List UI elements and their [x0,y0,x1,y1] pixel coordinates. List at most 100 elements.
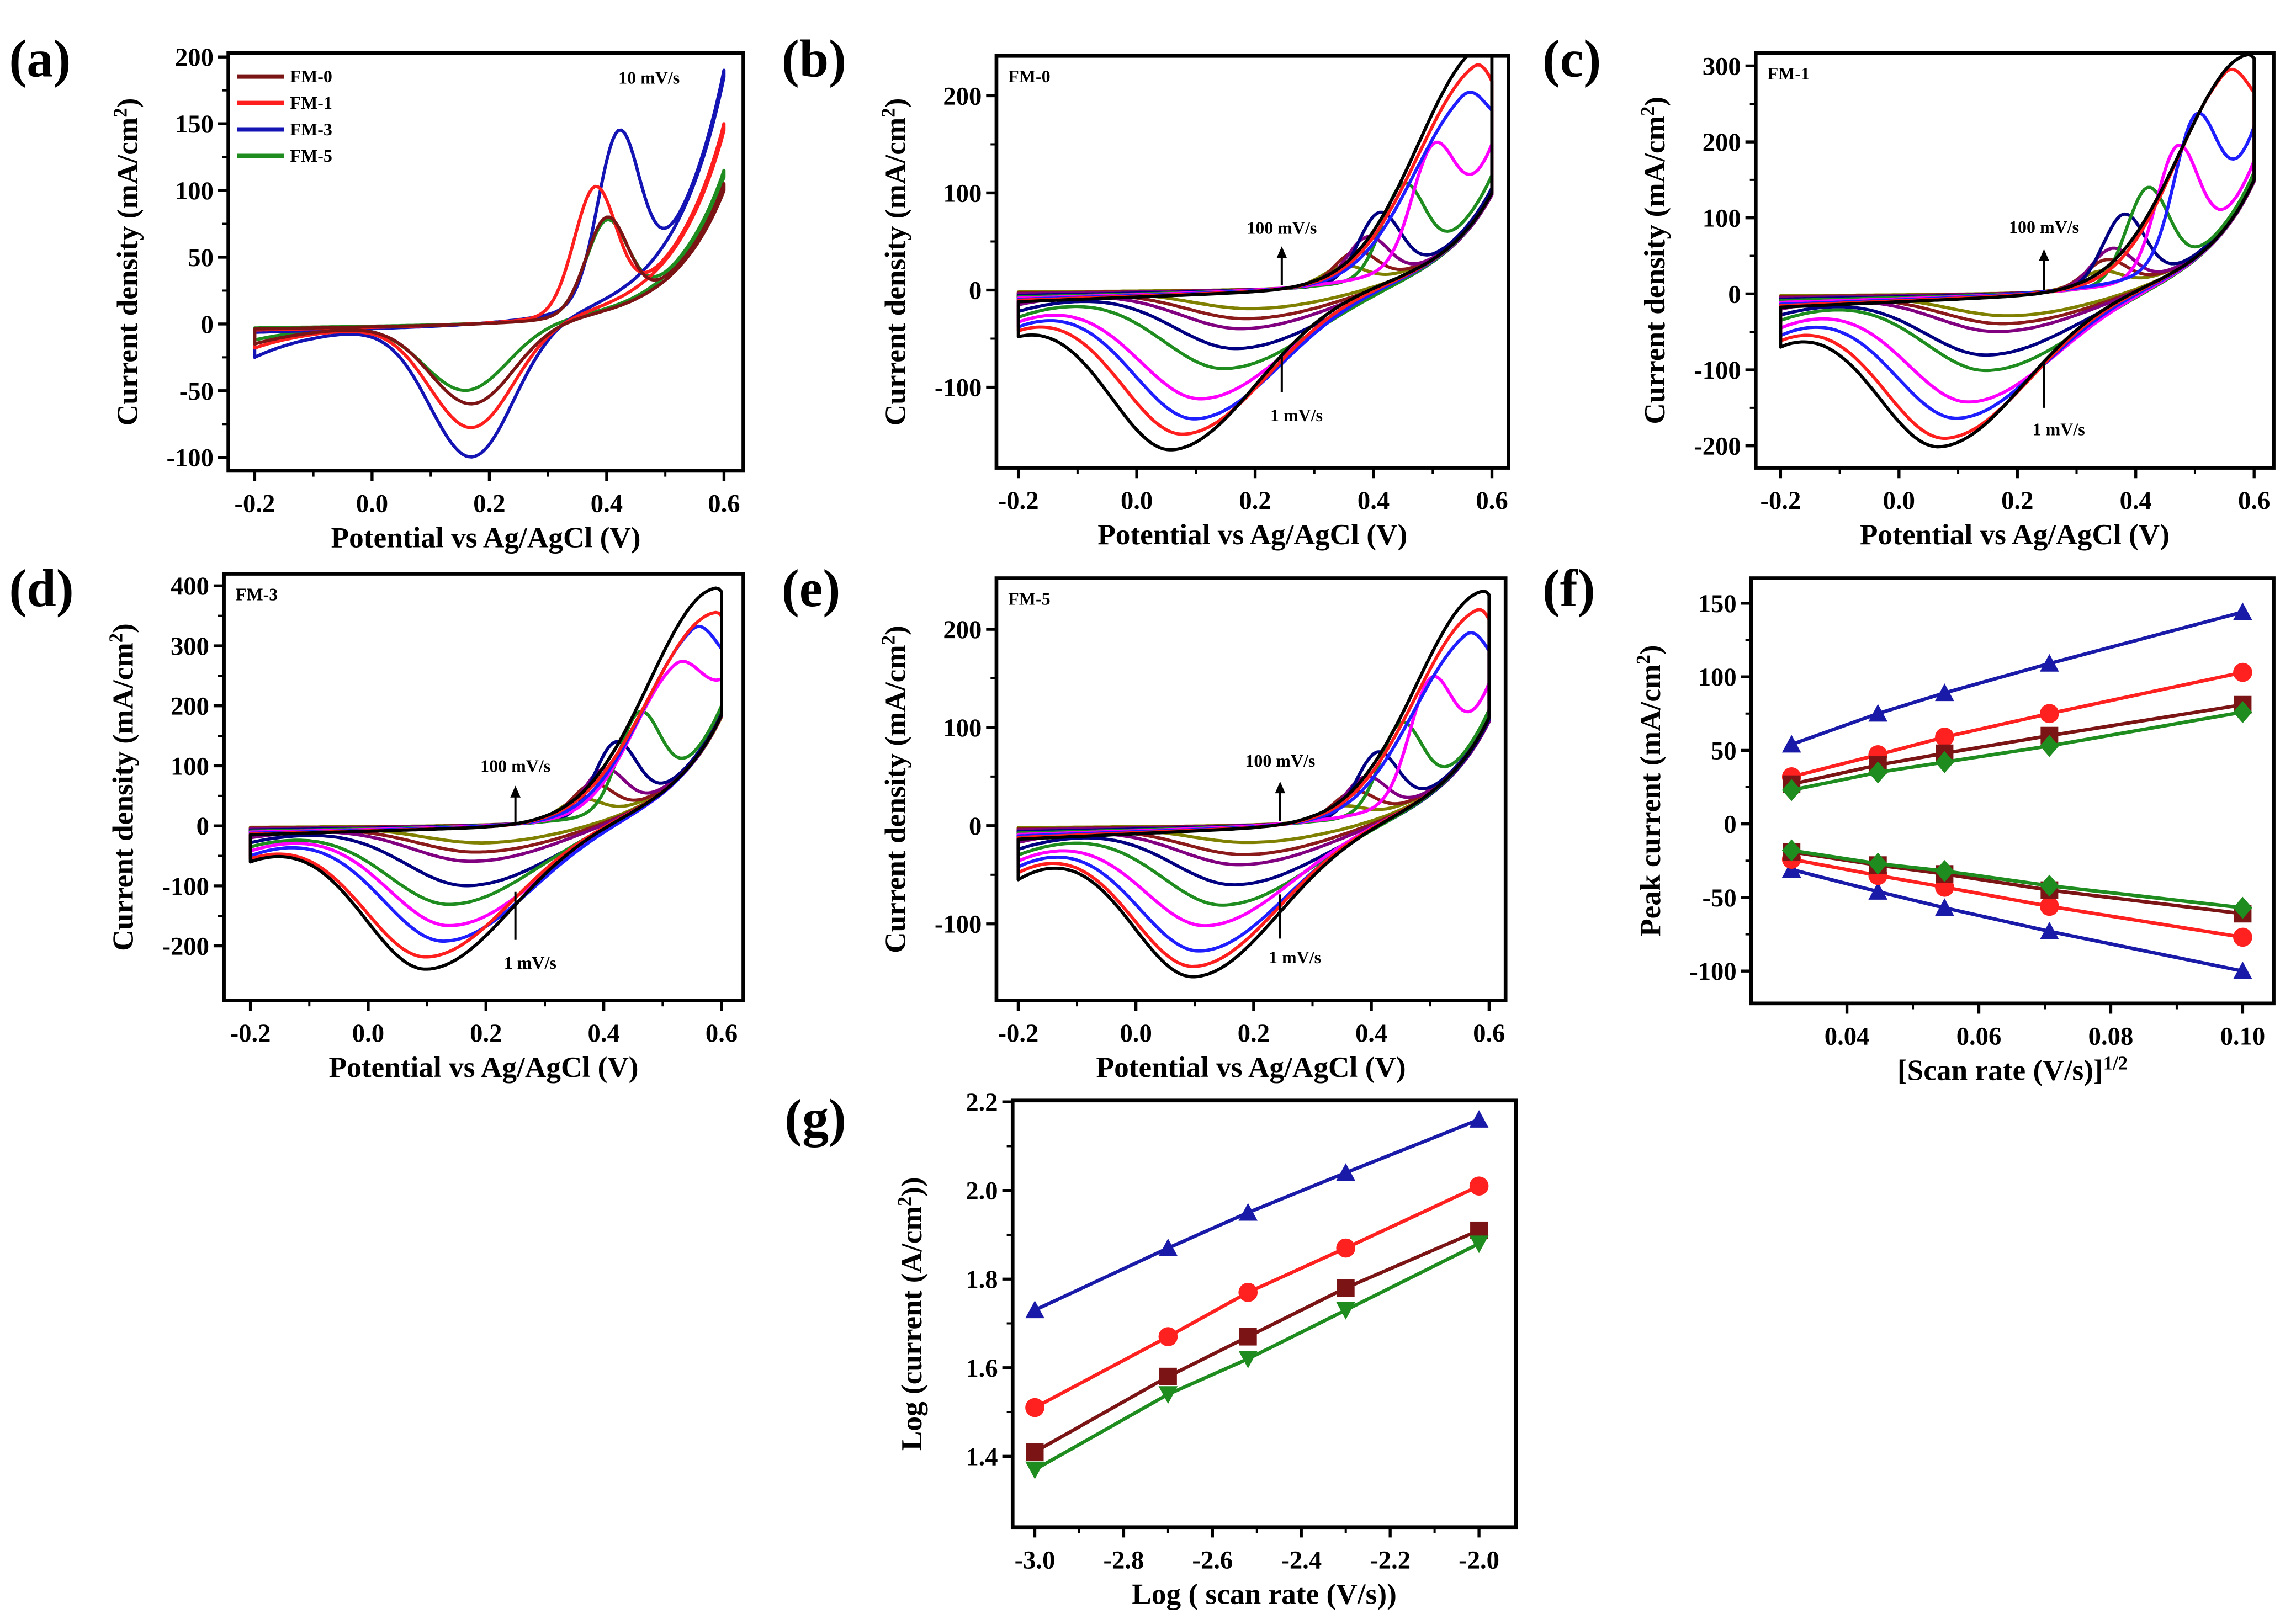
x-tick-label: -0.2 [998,1019,1039,1048]
plot-frame [994,54,1510,470]
y-tick-label: 100 [1698,663,1737,692]
y-axis-label: Log (current (A/cm2)) [894,1177,928,1451]
x-axis-label: Log ( scan rate (V/s)) [1132,1578,1397,1610]
y-tick-label: 100 [171,752,209,781]
triangle-up-marker [1935,898,1954,916]
x-axis-label: Potential vs Ag/AgCl (V) [1097,518,1407,551]
y-tick-label: 0 [197,812,209,841]
x-tick-label: -0.2 [235,490,275,518]
plot-area [253,68,726,459]
cv-curve [253,182,726,406]
triangle-down-marker [1238,1351,1258,1369]
x-tick-label: -0.2 [230,1019,271,1048]
diamond-marker [2233,896,2252,919]
y-tick-label: 100 [175,177,214,205]
sample-annotation: FM-5 [1008,590,1050,609]
panels: -0.2 0.0 0.2 0.4 0.6-100-50050100150200Poten… [105,43,2276,1610]
y-axis-label-text: Log (current (A/cm [895,1206,928,1451]
triangle-up-marker [1238,1203,1258,1221]
diamond-marker [1868,852,1888,875]
x-tick-label: 0.6 [708,490,740,518]
triangle-down-marker [1469,1235,1489,1254]
y-axis-label-tail: ) [879,625,912,635]
y-tick-label: 0 [1724,810,1736,839]
min-scan-rate-annotation: 1 mV/s [1270,406,1323,425]
min-scan-rate-annotation: 1 mV/s [1269,948,1321,967]
x-tick-label: 0.0 [1120,1019,1152,1048]
y-tick-label: 0 [201,310,214,339]
diamond-marker [2040,874,2059,897]
max-scan-rate-annotation: 100 mV/s [1247,218,1317,237]
y-tick-label: 200 [175,43,214,72]
arrow-head-icon [1276,246,1287,258]
y-tick-label: -50 [1703,884,1737,912]
plot-frame [1010,1098,1518,1530]
y-axis-label: Current density (mA/cm2) [878,625,912,953]
y-tick-label: 100 [943,714,982,742]
scan-rate-annotation: 10 mV/s [618,68,680,88]
x-tick-label: 0.4 [2120,486,2152,515]
plot-area [1016,590,1491,979]
circle-marker [1158,1327,1178,1346]
triangle-up-marker [1025,1300,1044,1319]
x-tick-label: 0.08 [2088,1022,2134,1050]
legend-label: FM-3 [290,120,332,139]
circle-marker [1469,1176,1489,1196]
x-axis-label-text: Log ( scan rate (V/s)) [1132,1578,1397,1610]
y-tick-label: 150 [175,110,214,139]
y-axis-label-superscript: 2 [878,108,899,117]
arrow-head-icon [510,785,521,798]
y-tick-label: 200 [943,615,982,644]
y-tick-label: -100 [935,374,982,402]
y-tick-label: 0 [1728,280,1741,309]
y-tick-label: 300 [1703,52,1741,81]
diamond-marker [1935,751,1954,773]
cv-curve [1016,590,1491,979]
plot-frame [994,576,1508,1002]
y-tick-label: -100 [1694,356,1741,385]
triangle-up-marker [2233,961,2252,979]
x-tick-label: 0.0 [356,490,388,518]
y-axis-label-superscript: 2 [1633,655,1654,664]
max-scan-rate-annotation: 100 mV/s [1245,751,1315,771]
y-tick-label: 1.6 [966,1354,998,1383]
x-tick-label: -2.8 [1104,1546,1144,1574]
y-axis-label: Current density (mA/cm2) [110,98,144,426]
triangle-up-marker [1469,1109,1489,1128]
panel-label-d: (d) [9,559,73,618]
y-axis-label-tail: ) [879,98,912,108]
legend-label: FM-5 [290,146,332,166]
x-tick-label: 0.0 [352,1019,384,1048]
plot-frame [1749,576,2276,1006]
plot-area [1025,1109,1489,1479]
panel-f: 0.04 0.06 0.08 0.10 -100 -50 0 50 100 150 [Scan ra… [1633,576,2276,1086]
y-axis-label-text: Current density (mA/cm [879,645,912,953]
triangle-down-marker [1158,1386,1178,1404]
y-tick-label: 0 [969,276,982,305]
circle-marker [1025,1398,1044,1417]
circle-marker [2233,927,2252,947]
circle-marker [1336,1238,1356,1258]
triangle-up-marker [1868,704,1888,722]
y-tick-label: -50 [179,377,214,406]
x-tick-label: 0.2 [2001,486,2033,515]
x-axis-label: [Scan rate (V/s)]1/2 [1897,1053,2128,1086]
panel-e: -0.2 0.0 0.2 0.4 0.6 -100 0 100 200 Potential vs … [878,576,1508,1084]
x-tick-label: 0.4 [588,1019,620,1048]
y-axis-label-superscript: 2 [894,1197,915,1206]
y-tick-label: -200 [1694,432,1741,461]
max-scan-rate-annotation: 100 mV/s [2009,217,2079,237]
y-tick-label: 300 [171,632,209,661]
y-axis-label-tail: ) [1634,645,1667,655]
y-axis-label-superscript: 2 [110,108,131,117]
y-axis-label: Peak current (mA/cm2) [1633,645,1667,936]
square-marker [1026,1443,1044,1461]
sample-annotation: FM-3 [236,585,278,604]
plot-area [1781,602,2252,979]
y-tick-label: -100 [1689,957,1736,986]
y-tick-label: 50 [1711,736,1737,765]
x-tick-label: 0.0 [1121,486,1153,515]
y-tick-label: -100 [162,872,209,901]
min-scan-rate-annotation: 1 mV/s [2033,420,2085,439]
